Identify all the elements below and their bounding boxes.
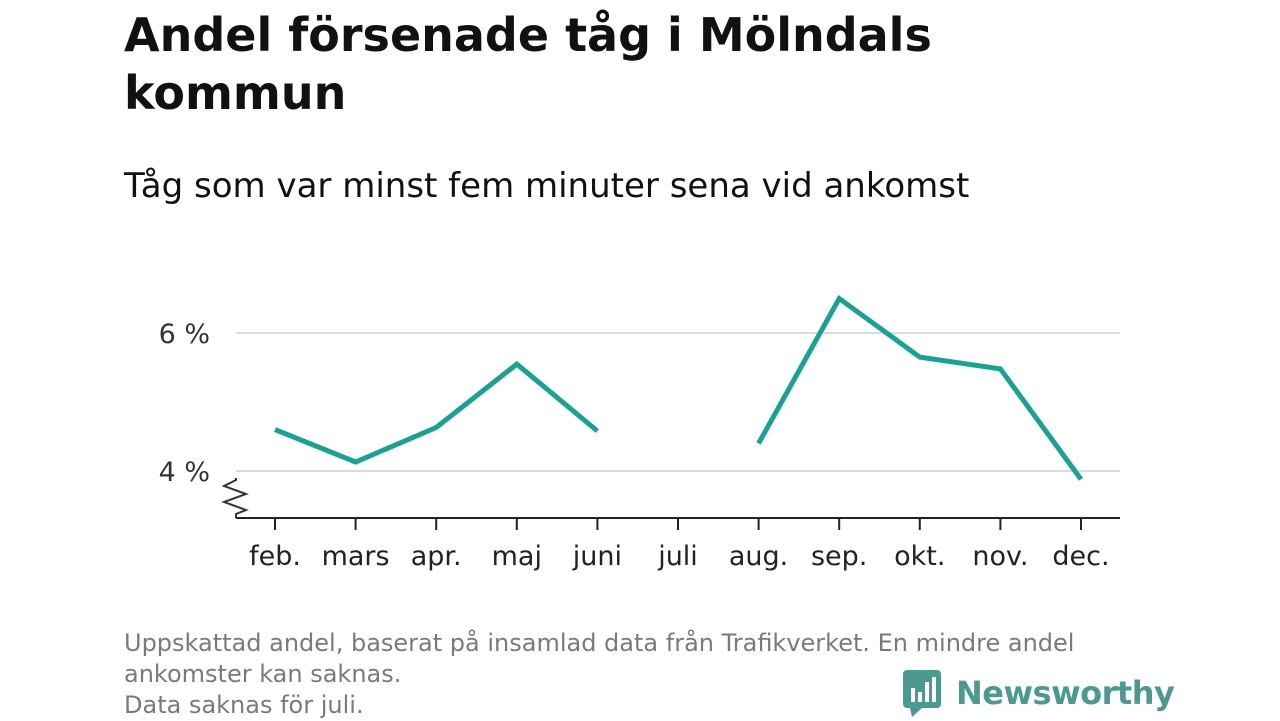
footnote: Uppskattad andel, baserat på insamlad da… bbox=[124, 628, 1164, 721]
x-tick-label: maj bbox=[492, 541, 542, 572]
x-tick-label: dec. bbox=[1052, 541, 1109, 572]
y-tick-label: 6 % bbox=[159, 319, 210, 350]
x-tick-label: okt. bbox=[894, 541, 945, 572]
x-tick-label: apr. bbox=[411, 541, 462, 572]
series-line bbox=[274, 360, 599, 465]
chart-title: Andel försenade tåg i Mölndals kommun bbox=[124, 8, 932, 120]
x-tick-label: juli bbox=[657, 541, 698, 572]
chart-subtitle: Tåg som var minst fem minuter sena vid a… bbox=[124, 166, 970, 206]
series-line bbox=[756, 294, 1084, 481]
footnote-line: Data saknas för juli. bbox=[124, 691, 364, 719]
x-axis-tick-labels: feb. mars apr. maj juni juli aug. sep. okt. nov. d… bbox=[249, 541, 1110, 572]
x-tick-label: nov. bbox=[972, 541, 1028, 572]
x-tick-label: feb. bbox=[249, 541, 301, 572]
footnote-line: Uppskattad andel, baserat på insamlad da… bbox=[124, 629, 1075, 657]
footnote-line: ankomster kan saknas. bbox=[124, 660, 402, 688]
brand-logo: Newsworthy bbox=[902, 668, 1175, 718]
bar-chart-speech-bubble-icon bbox=[903, 670, 941, 717]
y-axis-tick-labels: 4 % 6 % bbox=[159, 319, 210, 488]
y-tick-label: 4 % bbox=[159, 457, 210, 488]
x-tick-label: juni bbox=[572, 541, 622, 572]
x-axis bbox=[221, 478, 1120, 530]
axis-break-symbol bbox=[221, 478, 249, 518]
gridlines bbox=[236, 332, 1120, 472]
data-series bbox=[274, 294, 1084, 481]
line-chart: 4 % 6 % feb. mars apr. maj juni juli aug. sep. ok… bbox=[159, 294, 1120, 572]
x-tick-label: aug. bbox=[729, 541, 788, 572]
x-tick-label: sep. bbox=[811, 541, 867, 572]
x-tick-label: mars bbox=[322, 541, 390, 572]
brand-name: Newsworthy bbox=[956, 674, 1175, 712]
